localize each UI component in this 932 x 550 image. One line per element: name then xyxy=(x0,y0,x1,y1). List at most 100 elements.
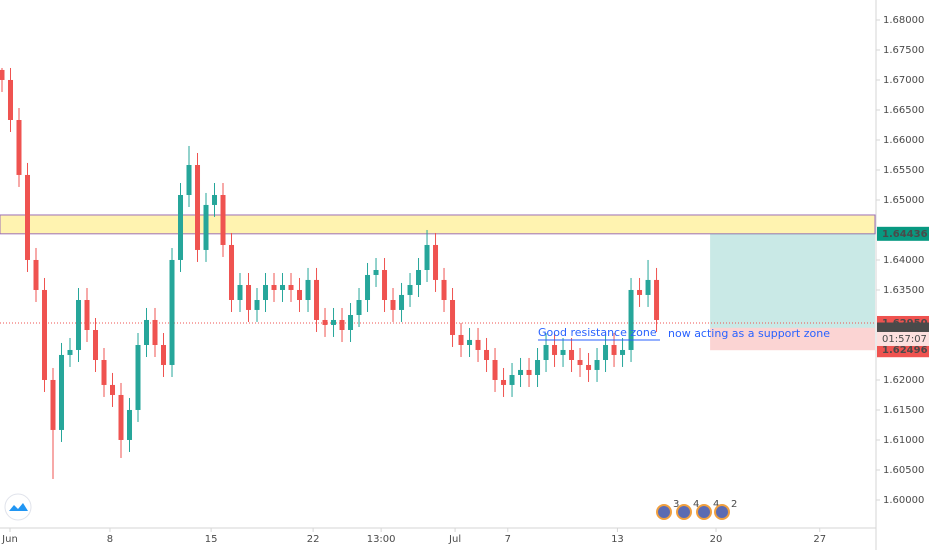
candle-body xyxy=(16,120,22,175)
candle-body xyxy=(263,285,269,300)
candle-body xyxy=(594,360,600,370)
candle-body xyxy=(110,384,116,395)
candle-body xyxy=(433,244,439,280)
candle-body xyxy=(526,369,532,375)
candle-body xyxy=(93,330,99,360)
candle-body xyxy=(399,294,405,310)
candle-body xyxy=(152,319,158,345)
candle-body xyxy=(586,364,592,370)
x-tick-label: 13:00 xyxy=(367,534,396,545)
y-tick-label: 1.63500 xyxy=(883,285,924,296)
y-tick-label: 1.61000 xyxy=(883,435,924,446)
candle-body xyxy=(59,354,65,430)
candle-body xyxy=(637,289,643,295)
x-tick-label: 27 xyxy=(813,534,826,545)
candle-body xyxy=(492,360,498,380)
candle-body xyxy=(654,279,660,320)
y-tick-label: 1.64000 xyxy=(883,255,924,266)
y-tick-label: 1.67000 xyxy=(883,75,924,86)
x-tick-label: Jun xyxy=(1,534,18,545)
candle-body xyxy=(577,360,583,365)
event-badge xyxy=(676,504,692,520)
candle-body xyxy=(33,259,39,290)
event-badge-count: 3 xyxy=(673,499,679,510)
x-tick-label: 13 xyxy=(611,534,624,545)
candle-body xyxy=(441,279,447,300)
candle-body xyxy=(416,270,422,285)
x-tick-label: 8 xyxy=(107,534,113,545)
candle-body xyxy=(280,285,286,290)
candle-body xyxy=(373,270,379,275)
candle-body xyxy=(178,195,184,260)
candle-body xyxy=(212,195,218,205)
annotation: Good resistance zone xyxy=(538,326,657,339)
candle-body xyxy=(195,165,201,250)
candle-body xyxy=(535,360,541,375)
x-tick-label: 7 xyxy=(505,534,511,545)
y-tick-label: 1.66000 xyxy=(883,135,924,146)
logo-shape xyxy=(9,503,28,511)
y-tick-label: 1.65000 xyxy=(883,195,924,206)
event-badge-count: 2 xyxy=(731,499,737,510)
candle-body xyxy=(475,339,481,350)
annotation: now acting as a support zone xyxy=(668,327,830,340)
candle-body xyxy=(118,394,124,440)
candle-body xyxy=(144,319,150,345)
candle-body xyxy=(288,285,294,290)
event-badge xyxy=(714,504,730,520)
candle-body xyxy=(339,319,345,330)
candle-body xyxy=(42,289,48,380)
x-tick-label: 22 xyxy=(307,534,320,545)
candle-body xyxy=(611,345,617,355)
logo xyxy=(4,493,32,521)
candle-body xyxy=(246,285,252,310)
candle-body xyxy=(552,345,558,355)
candle-body xyxy=(67,349,73,355)
candle-body xyxy=(127,409,133,440)
candle-body xyxy=(220,195,226,245)
candle-body xyxy=(356,300,362,315)
y-tick-label: 1.66500 xyxy=(883,105,924,116)
y-tick-label: 1.62000 xyxy=(883,375,924,386)
price-marker-label: 1.62496 xyxy=(882,345,928,356)
candle-body xyxy=(365,274,371,300)
candle-body xyxy=(101,360,107,385)
y-tick-label: 1.60000 xyxy=(883,495,924,506)
resistance-zone xyxy=(0,214,876,235)
plot xyxy=(0,67,876,479)
candle-body xyxy=(390,300,396,310)
candle-body xyxy=(331,319,337,325)
candle-body xyxy=(161,345,167,365)
candle-body xyxy=(186,165,192,195)
candle-body xyxy=(467,339,473,345)
candle-body xyxy=(169,259,175,365)
candle-body xyxy=(569,349,575,360)
y-tick-label: 1.68000 xyxy=(883,15,924,26)
candle-body xyxy=(458,334,464,345)
candle-body xyxy=(424,244,430,270)
candle-body xyxy=(543,345,549,360)
event-badge xyxy=(696,504,712,520)
candle-body xyxy=(203,204,209,250)
x-tick-label: Jul xyxy=(448,534,461,545)
y-tick-label: 1.60500 xyxy=(883,465,924,476)
candle-body xyxy=(135,345,141,410)
price-marker xyxy=(877,343,929,358)
candle-body xyxy=(76,300,82,350)
candle-body xyxy=(518,369,524,375)
price-marker-label: 1.62841 xyxy=(882,325,928,336)
candle-body xyxy=(484,349,490,360)
candle-body xyxy=(348,315,354,330)
x-tick-label: 15 xyxy=(205,534,218,545)
candle-body xyxy=(0,69,5,80)
candle-body xyxy=(314,279,320,320)
candle-body xyxy=(271,285,277,290)
candle-body xyxy=(305,279,311,300)
logo-circle xyxy=(4,493,32,521)
event-badge-count: 4 xyxy=(693,499,699,510)
y-tick-label: 1.61500 xyxy=(883,405,924,416)
countdown-box xyxy=(877,331,929,346)
candle-body xyxy=(297,289,303,300)
